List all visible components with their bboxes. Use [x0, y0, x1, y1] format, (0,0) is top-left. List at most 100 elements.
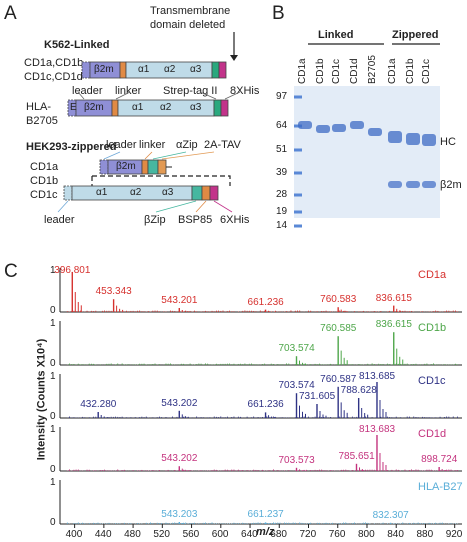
y-tick-label: 0: [50, 464, 56, 475]
gel-background: [294, 86, 440, 218]
y-tick-label: 0: [50, 305, 56, 316]
gel-b2m-band: [422, 181, 436, 188]
gel-marker-label: 39: [276, 167, 288, 178]
peak-label: 836.615: [375, 319, 412, 331]
tm-label-1: Transmembrane: [150, 5, 231, 17]
hla-label-2: B2705: [26, 115, 58, 127]
linker-segment: [111, 99, 119, 117]
peak-label: 543.202: [161, 397, 198, 409]
strep-label: Strep-tag II: [163, 85, 218, 97]
z-2a-segment: [157, 159, 167, 175]
z-cd1c: CD1c: [30, 189, 58, 201]
gel-lane-label: CD1b: [405, 58, 416, 84]
gel-lane-label: CD1c: [421, 58, 432, 84]
gel-marker-label: 51: [276, 144, 288, 155]
gel-hc-band: [422, 134, 436, 146]
z-bsp-segment: [201, 185, 211, 201]
x-tick-label: 680: [270, 529, 287, 540]
x-tick-label: 880: [416, 529, 434, 540]
peak-label: 898.724: [421, 454, 458, 465]
z-leader-segment-top: [99, 159, 109, 175]
dom-b2m-1: β2m: [94, 64, 114, 75]
dom-e: E: [70, 102, 77, 113]
gel-hc-band: [350, 121, 364, 129]
tm-arrowhead: [230, 55, 238, 61]
cd1-label-1: CD1a,CD1b: [24, 57, 84, 69]
peak-label: 813.685: [358, 371, 396, 382]
gel-hc-band: [368, 128, 382, 136]
panel-a-letter: A: [4, 3, 17, 24]
gel-marker-label: 64: [276, 120, 288, 131]
dom-b2m-3: β2m: [116, 161, 136, 172]
gel-marker-band: [294, 210, 302, 214]
trace-label: CD1c: [418, 375, 446, 387]
z-bzip-segment: [191, 185, 203, 201]
dom-a3-2: α3: [190, 102, 202, 113]
x-tick-label: 920: [445, 529, 463, 540]
y-tick-label: 1: [50, 265, 56, 276]
panel-c-letter: C: [4, 261, 18, 282]
linker-segment: [119, 61, 127, 79]
y-tick-label: 1: [50, 424, 56, 435]
y-tick-label: 1: [50, 318, 56, 329]
z-leader-segment-bottom: [63, 185, 73, 201]
x-tick-label: 560: [182, 529, 200, 540]
gel-marker-label: 97: [276, 91, 288, 102]
hla-label-1: HLA-: [26, 101, 52, 113]
z-2a-label: 2A-TAV: [204, 139, 241, 151]
hc-label: HC: [440, 136, 456, 148]
z-linker-label: linker: [139, 139, 166, 151]
x-tick-label: 520: [153, 529, 170, 540]
his8-label: 8XHis: [230, 85, 260, 97]
gel-lane-label: CD1a: [297, 58, 308, 84]
z-linker-segment: [141, 159, 149, 175]
x-tick-label: 400: [65, 529, 83, 540]
dom-a2-1: α2: [164, 64, 176, 75]
linker-label: linker: [115, 85, 142, 97]
gel-hc-band: [316, 125, 330, 133]
y-tick-label: 0: [50, 411, 56, 422]
zippered-construct: [57, 151, 233, 213]
peak-label: 788.628: [340, 385, 377, 396]
y-tick-label: 0: [50, 358, 56, 369]
x-tick-label: 640: [241, 529, 258, 540]
trace-label: CD1a: [418, 269, 447, 281]
gel-lane-label: CD1d: [349, 58, 360, 84]
z-azip-label: αZip: [176, 139, 198, 151]
x-tick-label: 440: [94, 529, 112, 540]
z-bzip-label: βZip: [144, 214, 166, 226]
peak-label: 703.574: [278, 380, 315, 392]
his-segment: [220, 99, 229, 117]
peak-label: 543.203: [161, 509, 198, 520]
gel-lane-label: B2705: [367, 55, 378, 84]
dom-a1-3: α1: [96, 187, 108, 198]
linked-title: K562-Linked: [44, 39, 110, 51]
trace-label: CD1b: [418, 322, 447, 334]
peak-label: 785.651: [338, 450, 375, 462]
peak-label: 543.201: [161, 295, 198, 306]
gel-marker-band: [294, 124, 302, 128]
y-tick-label: 1: [50, 477, 56, 488]
group-linked: Linked: [318, 29, 354, 41]
x-tick-label: 720: [299, 529, 317, 540]
x-tick-label: 800: [357, 529, 375, 540]
trace-label: HLA-B27: [418, 481, 463, 493]
gel-hc-band: [298, 121, 312, 129]
gel-marker-band: [294, 171, 302, 175]
dashed-bracket: [91, 175, 231, 186]
gel-marker-band: [294, 193, 302, 197]
peak-label: 703.573: [278, 454, 315, 466]
his-segment: [218, 61, 227, 79]
gel-marker-band: [294, 148, 302, 152]
panel-b-letter: B: [272, 3, 285, 24]
dom-a1-2: α1: [132, 102, 144, 113]
gel-marker-label: 19: [276, 206, 288, 217]
strep-segment: [213, 99, 222, 117]
leader-label: leader: [72, 85, 103, 97]
b2m-label: β2m: [440, 179, 462, 191]
dom-a2-2: α2: [160, 102, 172, 113]
peak-label: 396.801: [54, 265, 91, 276]
peak-label: 661.236: [247, 296, 284, 308]
y-tick-label: 0: [50, 517, 56, 528]
dom-a2-3: α2: [130, 187, 142, 198]
